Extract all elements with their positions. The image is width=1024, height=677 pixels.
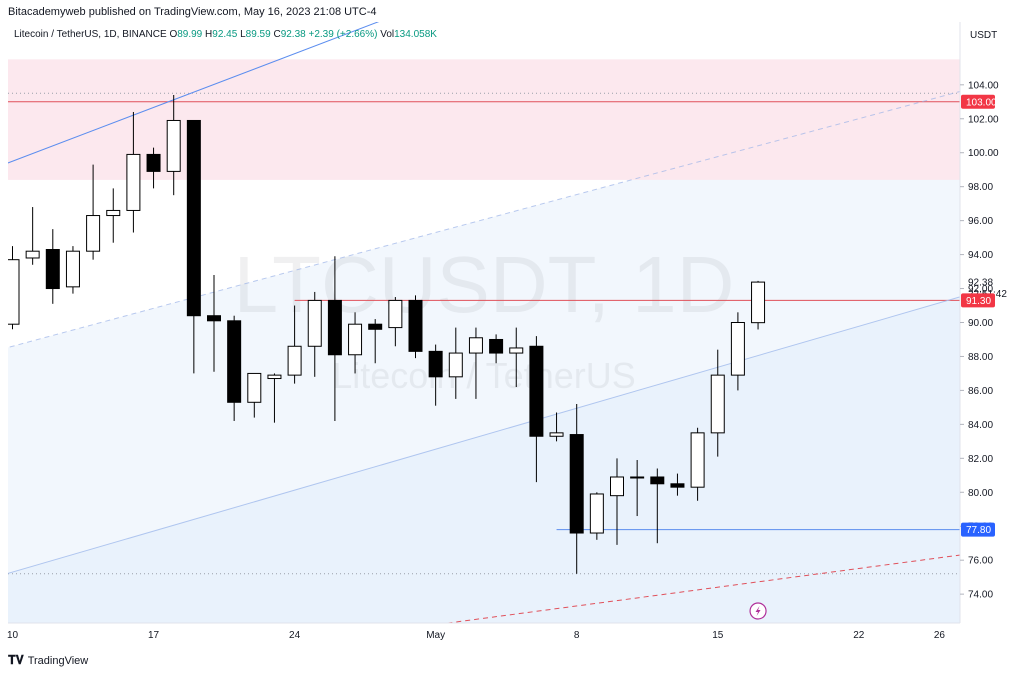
candle-body <box>630 476 645 479</box>
volume-label: Vol <box>380 29 395 40</box>
low-label: L <box>240 29 246 40</box>
symbol-legend: Litecoin / TetherUS, 1D, BINANCE O89.99 … <box>14 29 437 40</box>
currency-label: USDT <box>970 30 997 41</box>
volume-value: 134.058K <box>394 29 437 40</box>
x-tick-label: May <box>426 630 445 641</box>
tradingview-brand-text: TradingView <box>27 654 89 667</box>
candle-body <box>650 476 665 485</box>
resistance-zone <box>8 59 960 180</box>
close-value: 92.38 <box>280 29 306 40</box>
y-tick-label: 92.00 <box>968 284 993 295</box>
candle-body <box>287 345 302 376</box>
upper-channel-line <box>8 22 380 164</box>
tradingview-logo-icon: 𝐓𝐕 <box>8 653 24 667</box>
candle-body <box>448 352 463 378</box>
candle-body <box>569 434 584 534</box>
symbol-name[interactable]: Litecoin / TetherUS, 1D, BINANCE <box>14 29 167 40</box>
y-tick-label: 76.00 <box>968 556 993 567</box>
candle-body <box>106 209 121 217</box>
footer-brand[interactable]: 𝐓𝐕 TradingView <box>8 653 88 668</box>
high-value: 92.45 <box>212 29 238 40</box>
candle-body <box>25 250 40 259</box>
candle-body <box>408 299 423 352</box>
last-price-label: 92.38 <box>968 278 993 289</box>
candle-body <box>730 322 745 376</box>
candle-body <box>589 493 604 534</box>
price-tag-bg <box>961 522 995 537</box>
candle-body <box>610 476 624 497</box>
price-tag-label: 91.30 <box>966 296 991 307</box>
y-tick-label: 88.00 <box>968 352 993 363</box>
low-value: 89.59 <box>245 29 271 40</box>
close-label: C <box>273 29 281 40</box>
candle-body <box>751 281 766 324</box>
candle-body <box>690 432 705 488</box>
y-tick-label: 98.00 <box>968 182 993 193</box>
candle-body <box>267 374 282 380</box>
x-tick-label: 15 <box>712 630 724 641</box>
candle-body <box>388 299 403 329</box>
x-tick-label: 17 <box>148 630 160 641</box>
candle-body <box>146 153 161 172</box>
high-label: H <box>205 29 213 40</box>
red-dashed-line <box>444 554 960 623</box>
x-tick-label: 26 <box>934 630 946 641</box>
y-tick-label: 80.00 <box>968 488 993 499</box>
price-tag-label: 77.80 <box>966 525 991 536</box>
candle-body <box>509 347 524 354</box>
candle-body <box>45 248 60 290</box>
candle-body <box>247 372 262 403</box>
candle-body <box>86 215 101 252</box>
lightning-glyph <box>755 606 761 616</box>
candle-body <box>529 345 544 437</box>
candle-body <box>368 323 383 330</box>
open-value: 89.99 <box>177 29 203 40</box>
y-tick-label: 74.00 <box>968 590 993 601</box>
x-tick-label: 24 <box>289 630 301 641</box>
price-tag-label: 103.00 <box>966 97 997 108</box>
candle-body <box>207 315 221 322</box>
candle-body <box>126 153 141 211</box>
upper-channel-extension <box>8 91 960 348</box>
candle-body <box>327 299 342 356</box>
change-value: +2.39 (+2.66%) <box>308 29 378 40</box>
y-tick-label: 96.00 <box>968 216 993 227</box>
y-tick-label: 94.00 <box>968 250 993 261</box>
price-tag-bg <box>961 293 995 308</box>
x-tick-label: 8 <box>574 630 580 641</box>
y-tick-label: 104.00 <box>968 80 999 91</box>
publish-info: Bitacademyweb published on TradingView.c… <box>8 6 377 18</box>
candle-body <box>8 259 20 325</box>
candle-body <box>307 299 322 347</box>
y-tick-label: 84.00 <box>968 420 993 431</box>
watermark-name: Litecoin / TetherUS <box>332 355 636 396</box>
candle-body <box>670 483 685 488</box>
y-tick-label: 102.00 <box>968 114 999 125</box>
candle-body <box>428 350 443 378</box>
candle-body <box>186 119 201 317</box>
y-tick-label: 100.00 <box>968 148 999 159</box>
candle-body <box>65 250 80 288</box>
candle-body <box>489 338 504 354</box>
y-tick-label: 82.00 <box>968 454 993 465</box>
candle-body <box>348 323 363 356</box>
candle-body <box>227 320 242 403</box>
price-tag-bg <box>961 94 995 109</box>
y-tick-label: 86.00 <box>968 386 993 397</box>
open-label: O <box>169 29 178 40</box>
x-tick-label: 10 <box>7 630 19 641</box>
candle-body <box>710 374 725 434</box>
lower-channel-line <box>8 296 960 574</box>
candle-body <box>549 432 564 437</box>
candle-body <box>468 337 483 354</box>
y-tick-label: 90.00 <box>968 318 993 329</box>
candle-body <box>166 119 181 172</box>
x-tick-label: 22 <box>853 630 865 641</box>
